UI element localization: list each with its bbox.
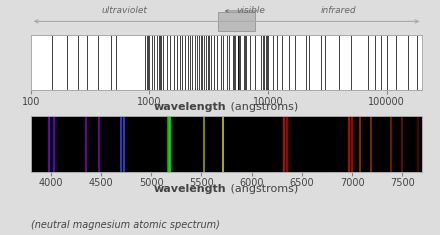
Text: visible: visible: [236, 6, 265, 16]
Text: ultraviolet: ultraviolet: [102, 6, 147, 16]
Text: (angstroms): (angstroms): [227, 102, 298, 112]
Text: (neutral magnesium atomic spectrum): (neutral magnesium atomic spectrum): [31, 220, 220, 230]
Bar: [218, 12, 255, 31]
Text: (angstroms): (angstroms): [227, 184, 298, 195]
Text: wavelength: wavelength: [154, 184, 227, 195]
Text: infrared: infrared: [321, 6, 356, 16]
Text: wavelength: wavelength: [154, 102, 227, 112]
